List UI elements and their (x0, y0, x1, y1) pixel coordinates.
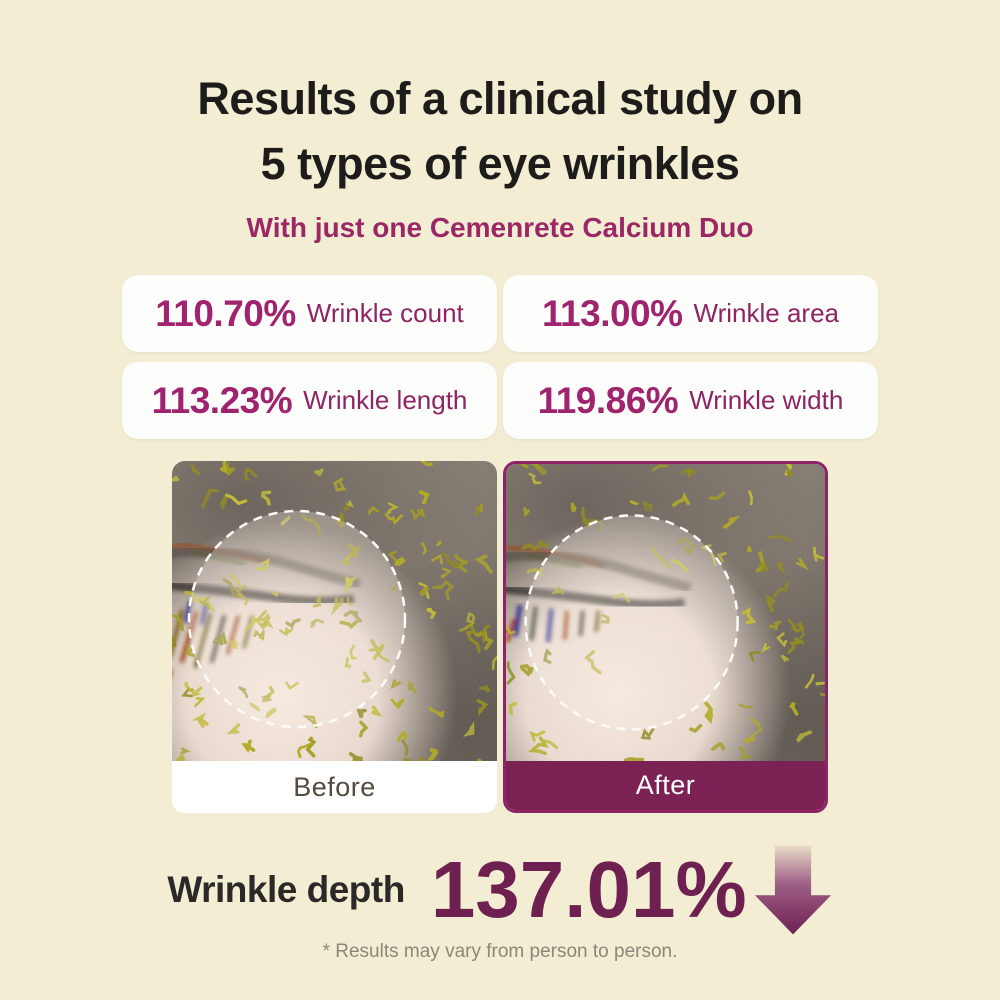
stat-value: 113.23% (151, 379, 293, 421)
title-line-1: Results of a clinical study on (197, 73, 803, 124)
stat-value: 113.00% (542, 292, 683, 334)
before-card: Before (172, 461, 497, 813)
stat-card-wrinkle-length: 113.23% Wrinkle length (122, 362, 497, 439)
before-label: Before (172, 761, 497, 813)
before-after-comparison: Before (172, 461, 828, 813)
stat-label: Wrinkle length (303, 385, 468, 415)
depth-label: Wrinkle depth (167, 869, 405, 910)
stat-card-wrinkle-width: 119.86% Wrinkle width (503, 362, 878, 439)
depth-value: 137.01% (430, 845, 747, 934)
title-line-2: 5 types of eye wrinkles (260, 138, 740, 190)
wrinkle-depth-result: Wrinkle depth 137.01% (0, 838, 1000, 942)
page-title: Results of a clinical study on 5 types of… (0, 66, 1000, 197)
stat-card-wrinkle-area: 113.00% Wrinkle area (503, 275, 878, 352)
stat-label: Wrinkle count (306, 298, 464, 328)
after-card: After (503, 461, 828, 813)
stat-label: Wrinkle area (693, 298, 839, 328)
after-photo (506, 464, 825, 761)
after-label: After (506, 761, 825, 810)
subtitle: With just one Cemenrete Calcium Duo (246, 212, 754, 243)
stats-grid: 110.70% Wrinkle count 113.00% Wrinkle ar… (122, 275, 878, 439)
before-photo (172, 461, 497, 761)
stat-card-wrinkle-count: 110.70% Wrinkle count (122, 275, 497, 352)
stat-value: 110.70% (155, 292, 296, 334)
footnote: * Results may vary from person to person… (322, 941, 678, 962)
down-arrow-icon (754, 845, 831, 935)
stat-label: Wrinkle width (689, 385, 844, 415)
stat-value: 119.86% (537, 379, 679, 421)
